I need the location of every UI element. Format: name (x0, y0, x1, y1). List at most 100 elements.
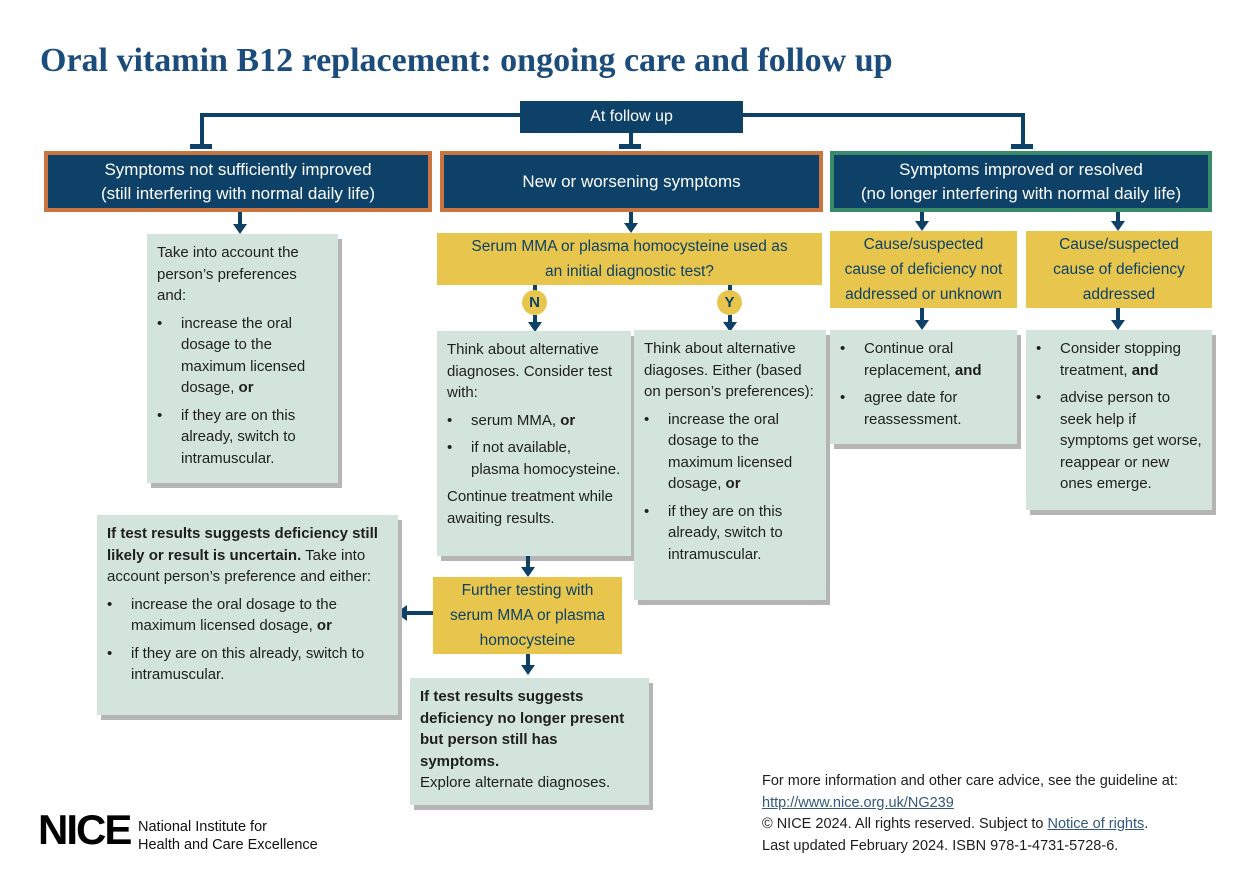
consider-stopping-box: Consider stopping treatment, and advise … (1026, 330, 1212, 510)
bullet-bold: or (316, 617, 332, 634)
stop-bullets: Consider stopping treatment, and advise … (1036, 338, 1202, 495)
cause-a-line1: Cause/suspected (1059, 236, 1179, 253)
stub-n-line (533, 285, 537, 291)
list-item: increase the oral dosage to the maximum … (644, 409, 816, 495)
connector-followup-right-hline (741, 113, 1025, 117)
bullet-bold: and (1131, 361, 1159, 379)
footer-info-line: For more information and other care advi… (762, 773, 1178, 789)
bullet-text: increase the oral dosage to the maximum … (181, 314, 306, 397)
header-symptoms-not-improved: Symptoms not sufficiently improved (stil… (44, 151, 432, 212)
list-item: if they are on this already, switch to i… (157, 405, 328, 470)
arrow-cause-a-head (1111, 320, 1125, 330)
bullet-text: if they are on this already, switch to i… (131, 644, 365, 684)
list-item: advise person to seek help if symptoms g… (1036, 387, 1202, 495)
cause-na-line2: cause of deficiency not (844, 261, 1003, 278)
list-item: Continue oral replacement, and (840, 338, 1007, 381)
at-follow-up-label: At follow up (590, 108, 673, 125)
nice-logo: NICE (38, 806, 132, 853)
nolonger-lead-rest: Explore alternate diagnoses. (420, 774, 611, 791)
list-item: if not available, plasma homocysteine. (447, 437, 621, 480)
arrow-right-header-line-2 (1116, 212, 1120, 222)
header-right-line2: (no longer interfering with normal daily… (860, 183, 1182, 203)
rights-post: . (1144, 816, 1149, 832)
deficiency-no-longer-present-box: If test results suggests deficiency no l… (410, 678, 649, 805)
list-item: agree date for reassessment. (840, 387, 1007, 430)
yes-badge-label: Y (724, 294, 735, 311)
cause-not-addressed-box: Cause/suspected cause of deficiency not … (830, 231, 1017, 308)
bullet-bold: or (725, 475, 741, 492)
arrow-left-header-head (233, 224, 247, 234)
nolonger-lead: If test results suggests deficiency no l… (420, 686, 639, 794)
arrow-cause-a-line (1116, 308, 1120, 321)
arrow-mid-header-head (624, 223, 638, 233)
cause-a-line3: addressed (1082, 286, 1156, 303)
uncertain-bullets: increase the oral dosage to the maximum … (107, 594, 388, 686)
no-box-intro: Think about alternative diagnoses. Consi… (447, 341, 613, 401)
notice-of-rights-link[interactable]: Notice of rights (1047, 816, 1145, 832)
arrow-right-header-line-1 (920, 212, 924, 222)
cause-na-line1: Cause/suspected (863, 236, 984, 253)
bullet-text: serum MMA, (471, 411, 561, 429)
further-testing-label: Further testing with serum MMA or plasma… (449, 582, 606, 649)
nice-org-name: National Institute for Health and Care E… (138, 818, 318, 854)
bullet-bold: or (238, 379, 254, 396)
arrow-to-uncertain-line (407, 611, 433, 615)
connector-followup-mid-tbar (619, 144, 641, 149)
arrow-n-line (533, 315, 537, 323)
question-line2: an initial diagnostic test? (545, 263, 714, 280)
no-badge-label: N (529, 294, 540, 311)
bullet-text: Continue oral replacement, (864, 340, 955, 379)
at-follow-up-box: At follow up (520, 101, 743, 133)
uncertain-lead-bold: If test results suggests deficiency stil… (107, 525, 378, 564)
arrow-left-header-line (238, 212, 242, 224)
yes-badge: Y (717, 290, 742, 315)
arrow-to-uncertain-head (396, 605, 407, 621)
bullet-text: if they are on this already, switch to i… (668, 502, 783, 563)
preferences-box: Take into account the person’s preferenc… (147, 234, 338, 483)
uncertain-lead: If test results suggests deficiency stil… (107, 523, 388, 588)
header-right-line1: Symptoms improved or resolved (899, 159, 1143, 179)
bullet-text: increase the oral dosage to the maximum … (668, 410, 793, 493)
cause-a-line2: cause of deficiency (1053, 261, 1185, 278)
bullet-text: increase the oral dosage to the maximum … (131, 595, 337, 635)
continue-replacement-box: Continue oral replacement, and agree dat… (830, 330, 1017, 444)
continue-bullets: Continue oral replacement, and agree dat… (840, 338, 1007, 430)
cause-addressed-box: Cause/suspected cause of deficiency addr… (1026, 231, 1212, 308)
mma-question-box: Serum MMA or plasma homocysteine used as… (437, 233, 822, 285)
bullet-text: agree date for reassessment. (864, 389, 962, 428)
bullet-bold: and (954, 361, 982, 379)
yes-box-intro: Think about alternative diagoses. Either… (644, 340, 814, 400)
alternative-diagnoses-no-box: Think about alternative diagnoses. Consi… (437, 331, 631, 556)
preferences-intro: Take into account the person’s preferenc… (157, 244, 299, 304)
header-new-worsening: New or worsening symptoms (440, 151, 823, 212)
bullet-text: if they are on this already, switch to i… (181, 406, 296, 467)
no-box-outro: Continue treatment while awaiting result… (447, 488, 613, 527)
connector-followup-mid-vline (629, 133, 633, 144)
page-title: Oral vitamin B12 replacement: ongoing ca… (40, 42, 893, 79)
bullet-bold: or (560, 411, 576, 429)
arrow-mid-header-line (629, 212, 633, 224)
deficiency-still-likely-box: If test results suggests deficiency stil… (97, 515, 398, 715)
bullet-text: advise person to seek help if symptoms g… (1060, 389, 1202, 492)
arrow-n-head (528, 322, 542, 332)
stub-y-line (728, 285, 732, 291)
list-item: if they are on this already, switch to i… (644, 501, 816, 566)
nolonger-lead-bold: If test results suggests deficiency no l… (420, 688, 625, 770)
bullet-text: Consider stopping treatment, (1060, 340, 1181, 379)
bullet-text: if not available, plasma homocysteine. (471, 439, 621, 478)
list-item: if they are on this already, switch to i… (107, 643, 388, 686)
connector-followup-right-tbar (1011, 144, 1033, 149)
connector-followup-left-vline (200, 113, 204, 144)
cause-na-line3: addressed or unknown (845, 286, 1002, 303)
guideline-link[interactable]: http://www.nice.org.uk/NG239 (762, 794, 954, 811)
arrow-to-further-line (526, 556, 530, 568)
question-line1: Serum MMA or plasma homocysteine used as (471, 238, 788, 255)
arrow-to-nolonger-head (521, 665, 535, 675)
alternative-diagnoses-yes-box: Think about alternative diagoses. Either… (634, 330, 826, 600)
header-mid-label: New or worsening symptoms (522, 171, 741, 191)
no-box-bullets: serum MMA, or if not available, plasma h… (447, 410, 621, 481)
arrow-y-head (723, 322, 737, 332)
arrow-y-line (728, 315, 732, 323)
nice-org-line2: Health and Care Excellence (138, 837, 318, 853)
